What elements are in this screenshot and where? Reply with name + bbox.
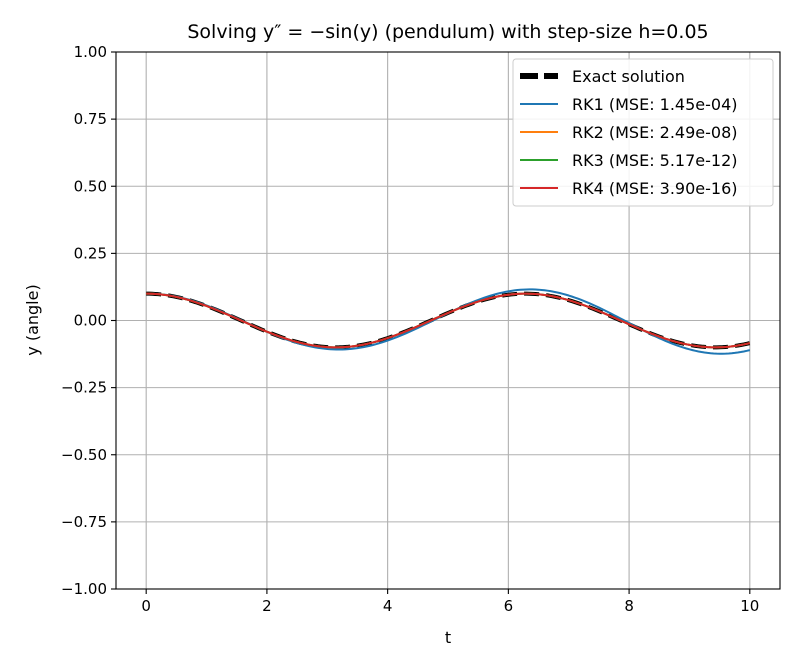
series-lines [146,288,751,355]
x-tick-label: 8 [624,597,634,615]
x-tick-label: 10 [740,597,759,615]
y-tick-label: −0.75 [61,513,107,531]
legend: Exact solution RK1 (MSE: 1.45e-04) RK2 (MS… [512,58,774,207]
y-tick-label: 1.00 [74,43,107,61]
legend-label: RK4 (MSE: 3.90e-16) [572,179,738,198]
y-tick-label: −0.50 [61,446,107,464]
axis-ticks: 0 2 4 6 8 10 −1.00 −0.75 −0.50 −0.25 0.00 0.25 0.50 0… [61,43,759,615]
y-tick-label: −0.25 [61,379,107,397]
y-tick-label: 0.25 [74,244,107,262]
y-tick-label: 0.50 [74,177,107,195]
x-tick-label: 6 [504,597,514,615]
legend-label: RK1 (MSE: 1.45e-04) [572,95,738,114]
x-tick-label: 0 [141,597,151,615]
legend-box [512,58,774,207]
x-tick-label: 2 [262,597,272,615]
series-line-4 [146,292,751,349]
legend-label: RK3 (MSE: 5.17e-12) [572,151,738,170]
x-tick-label: 4 [383,597,393,615]
x-axis-label: t [445,628,451,647]
chart-title: Solving y″ = −sin(y) (pendulum) with ste… [187,21,708,43]
legend-label: Exact solution [572,67,685,86]
legend-label: RK2 (MSE: 2.49e-08) [572,123,738,142]
y-tick-label: 0.75 [74,110,107,128]
series-line-1 [146,288,751,355]
y-tick-label: 0.00 [74,312,107,330]
y-axis-label: y (angle) [23,284,42,355]
y-tick-label: −1.00 [61,580,107,598]
